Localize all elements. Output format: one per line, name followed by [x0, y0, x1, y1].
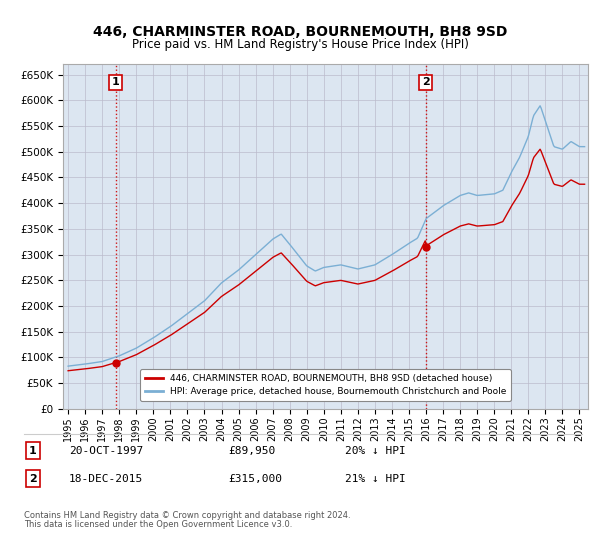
Text: 20% ↓ HPI: 20% ↓ HPI [345, 446, 406, 456]
Text: £315,000: £315,000 [228, 474, 282, 484]
Text: 21% ↓ HPI: 21% ↓ HPI [345, 474, 406, 484]
Text: 18-DEC-2015: 18-DEC-2015 [69, 474, 143, 484]
Text: 446, CHARMINSTER ROAD, BOURNEMOUTH, BH8 9SD: 446, CHARMINSTER ROAD, BOURNEMOUTH, BH8 … [93, 25, 507, 39]
Text: Contains HM Land Registry data © Crown copyright and database right 2024.: Contains HM Land Registry data © Crown c… [24, 511, 350, 520]
Text: 1: 1 [112, 77, 120, 87]
Text: 20-OCT-1997: 20-OCT-1997 [69, 446, 143, 456]
Text: This data is licensed under the Open Government Licence v3.0.: This data is licensed under the Open Gov… [24, 520, 292, 529]
Legend: 446, CHARMINSTER ROAD, BOURNEMOUTH, BH8 9SD (detached house), HPI: Average price: 446, CHARMINSTER ROAD, BOURNEMOUTH, BH8 … [140, 369, 511, 401]
Text: 2: 2 [29, 474, 37, 484]
Text: Price paid vs. HM Land Registry's House Price Index (HPI): Price paid vs. HM Land Registry's House … [131, 38, 469, 51]
Text: £89,950: £89,950 [228, 446, 275, 456]
Text: 1: 1 [29, 446, 37, 456]
Text: 2: 2 [422, 77, 430, 87]
